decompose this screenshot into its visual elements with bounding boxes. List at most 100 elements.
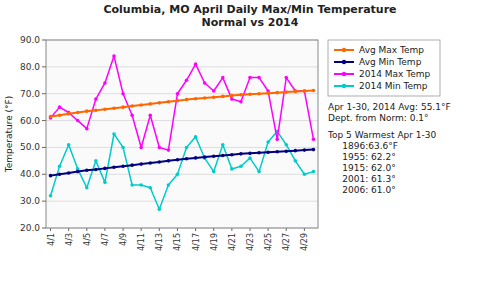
grid-line <box>46 201 318 202</box>
series-marker <box>266 91 270 95</box>
grid-line <box>46 147 318 148</box>
y-axis-label: Temperature (°F) <box>4 96 14 174</box>
series-line <box>51 131 314 209</box>
annotation: Apr 1-30, 2014 Avg: 55.1°FDept. from Nor… <box>328 102 451 123</box>
y-tick-label: 40.0 <box>20 169 40 179</box>
series-marker <box>112 132 116 136</box>
y-tick <box>42 66 46 67</box>
series-marker <box>167 148 171 152</box>
legend-label: 2014 Min Temp <box>359 81 428 91</box>
series-marker <box>230 94 234 98</box>
series-marker <box>121 146 125 150</box>
x-tick-label: 4/21 <box>228 233 237 251</box>
series-marker <box>294 159 298 163</box>
y-tick-label: 80.0 <box>20 62 40 72</box>
series-marker <box>167 183 171 187</box>
series-line <box>51 150 314 176</box>
series-marker <box>148 186 152 190</box>
series-marker <box>112 54 116 58</box>
x-tick-label: 4/27 <box>282 233 291 251</box>
grid-line <box>46 66 318 67</box>
series-marker <box>176 92 180 96</box>
x-tick-label: 4/11 <box>137 233 146 251</box>
x-tick-label: 4/3 <box>65 233 74 246</box>
series-marker <box>185 146 189 150</box>
series-marker <box>58 113 62 117</box>
series-marker <box>148 161 152 165</box>
series-marker <box>284 76 288 80</box>
series-marker <box>139 103 143 107</box>
grid-line <box>46 174 318 175</box>
series-marker <box>49 194 53 198</box>
series-marker <box>176 158 180 162</box>
series-marker <box>239 100 243 104</box>
y-tick-label: 20.0 <box>20 223 40 233</box>
series-marker <box>103 181 107 185</box>
series-marker <box>303 172 307 176</box>
chart: Columbia, MO April Daily Max/Min Tempera… <box>0 0 500 286</box>
series-marker <box>294 89 298 93</box>
y-tick-label: 60.0 <box>20 116 40 126</box>
series-marker <box>230 153 234 157</box>
series-marker <box>257 92 261 96</box>
series-marker <box>103 81 107 85</box>
series-marker <box>185 157 189 161</box>
x-tick-label: 4/15 <box>173 233 182 251</box>
x-tick-label: 4/23 <box>246 233 255 251</box>
series-marker <box>257 151 261 155</box>
series-marker <box>85 127 89 131</box>
legend-label: 2014 Max Temp <box>359 69 431 79</box>
grid-line <box>46 120 318 121</box>
x-tick-label: 4/5 <box>83 233 92 246</box>
series-marker <box>185 98 189 102</box>
series-marker <box>303 89 307 93</box>
y-tick <box>42 93 46 94</box>
series-marker <box>176 172 180 176</box>
series-marker <box>203 155 207 159</box>
series-marker <box>103 167 107 171</box>
series-marker <box>121 164 125 168</box>
series-marker <box>158 160 162 164</box>
series-marker <box>121 105 125 109</box>
series-marker <box>212 154 216 158</box>
x-tick-label: 4/9 <box>119 233 128 246</box>
series-marker <box>139 183 143 187</box>
series-marker <box>58 164 62 168</box>
series-marker <box>312 89 316 93</box>
series-marker <box>130 183 134 187</box>
series-marker <box>284 143 288 147</box>
series-marker <box>294 149 298 153</box>
series-marker <box>203 81 207 85</box>
series-marker <box>67 171 71 175</box>
series-marker <box>58 105 62 109</box>
series-marker <box>76 111 80 115</box>
series-marker <box>221 154 225 158</box>
y-tick <box>42 40 46 41</box>
series-marker <box>266 150 270 154</box>
series-marker <box>194 62 198 66</box>
series-marker <box>148 102 152 106</box>
legend-marker <box>342 60 346 64</box>
title: Columbia, MO April Daily Max/Min Tempera… <box>103 3 396 29</box>
series-marker <box>158 101 162 105</box>
legend-marker <box>342 72 346 76</box>
annotation: Top 5 Warmest Apr 1-30 1896:63.6°F 1955:… <box>327 130 437 195</box>
series-marker <box>130 163 134 167</box>
series-marker <box>85 168 89 172</box>
series-marker <box>212 170 216 174</box>
series-marker <box>76 119 80 123</box>
series-marker <box>221 143 225 147</box>
series-marker <box>58 172 62 176</box>
series-marker <box>239 164 243 168</box>
series-marker <box>85 186 89 190</box>
series-marker <box>94 168 98 172</box>
series-marker <box>275 91 279 95</box>
series-marker <box>94 97 98 101</box>
plot-background <box>46 40 318 228</box>
series-marker <box>312 148 316 152</box>
series-marker <box>212 89 216 93</box>
series-marker <box>275 150 279 154</box>
plot-frame <box>46 40 318 228</box>
series-marker <box>248 76 252 80</box>
series-marker <box>248 152 252 156</box>
